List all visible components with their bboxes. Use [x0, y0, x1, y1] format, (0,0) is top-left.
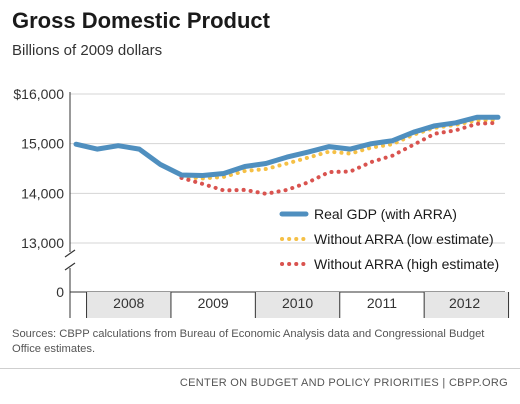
- legend-label: Without ARRA (low estimate): [314, 231, 494, 247]
- footer-credit: CENTER ON BUDGET AND POLICY PRIORITIES |…: [179, 377, 508, 389]
- year-band: [86, 292, 171, 318]
- y-tick-label: 14,000: [21, 185, 64, 201]
- source-note: Sources: CBPP calculations from Bureau o…: [12, 328, 485, 355]
- x-tick-label: 2008: [113, 295, 144, 311]
- series-line-3: [179, 120, 500, 196]
- legend: Real GDP (with ARRA) Without ARRA (low es…: [279, 206, 499, 272]
- x-tick-label: 2012: [449, 295, 480, 311]
- y-tick-label: $16,000: [13, 86, 64, 102]
- year-band: [255, 292, 340, 318]
- series-layer: [73, 114, 501, 196]
- axis-break-mark: [64, 262, 76, 271]
- legend-label: Real GDP (with ARRA): [314, 206, 457, 222]
- footer-divider: [0, 368, 520, 369]
- y-axis: 0 13,000 14,000 15,000 $16,000: [13, 86, 76, 318]
- axis-break-mark: [64, 249, 76, 258]
- x-tick-label: 2011: [367, 295, 397, 311]
- legend-label: Without ARRA (high estimate): [314, 256, 499, 272]
- year-band: [424, 292, 509, 318]
- x-tick-label: 2009: [198, 295, 229, 311]
- y-tick-label: 15,000: [21, 136, 64, 152]
- series-line-1: [73, 114, 501, 178]
- y-tick-label: 13,000: [21, 235, 64, 251]
- x-axis: 2008 2009 2010 2011 2012: [70, 291, 510, 318]
- grid-layer: [70, 93, 505, 244]
- chart-subtitle: Billions of 2009 dollars: [12, 42, 163, 59]
- gdp-line-chart: 2008 2009 2010 2011 2012 0 13,000 14,000 15,000…: [13, 86, 510, 318]
- chart-title: Gross Domestic Product: [12, 8, 270, 33]
- y-tick-label: 0: [56, 284, 64, 300]
- x-tick-label: 2010: [282, 295, 313, 311]
